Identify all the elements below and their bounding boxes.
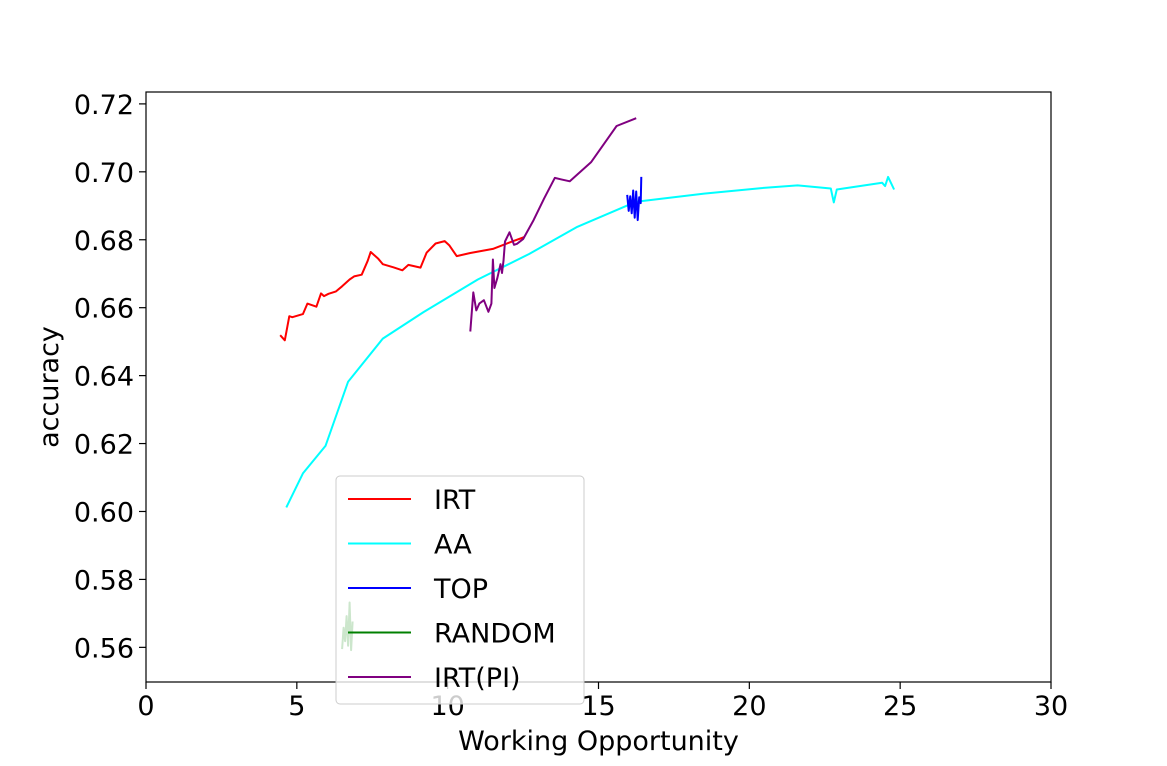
y-tick-label: 0.72: [74, 90, 134, 121]
y-tick-label: 0.58: [74, 565, 134, 596]
series-layer: [279, 117, 896, 652]
y-tick-label: 0.70: [74, 158, 134, 189]
series-line-aa: [285, 175, 896, 508]
x-axis-label: Working Opportunity: [458, 726, 739, 757]
y-tick-label: 0.56: [74, 633, 134, 664]
plot-area: [146, 92, 1051, 682]
series-line-irt: [279, 236, 525, 342]
y-axis-ticks: 0.56 0.58 0.60 0.62 0.64 0.66 0.68 0.70 0.72: [74, 90, 146, 664]
legend-label-irt-pi: IRT(PI): [434, 663, 521, 694]
x-tick-label: 30: [1034, 691, 1068, 722]
legend-label-random: RANDOM: [434, 619, 556, 650]
y-tick-label: 0.62: [74, 430, 134, 461]
legend-label-top: TOP: [433, 574, 488, 605]
x-tick-label: 20: [732, 691, 766, 722]
x-axis-ticks: 0 5 10 15 20 25 30: [137, 682, 1068, 722]
series-line-top: [626, 176, 643, 222]
x-tick-label: 0: [137, 691, 154, 722]
legend: IRT AA TOP RANDOM IRT(PI): [335, 475, 585, 705]
series-line-irt-pi: [469, 117, 637, 332]
x-tick-label: 15: [581, 691, 615, 722]
legend-label-aa: AA: [434, 530, 472, 561]
legend-box: [335, 475, 585, 705]
y-axis-label: accuracy: [34, 326, 65, 448]
y-tick-label: 0.68: [74, 226, 134, 257]
y-tick-label: 0.66: [74, 294, 134, 325]
y-tick-label: 0.64: [74, 362, 134, 393]
x-tick-label: 25: [883, 691, 917, 722]
x-tick-label: 5: [288, 691, 305, 722]
legend-label-irt: IRT: [434, 485, 476, 516]
y-tick-label: 0.60: [74, 497, 134, 528]
